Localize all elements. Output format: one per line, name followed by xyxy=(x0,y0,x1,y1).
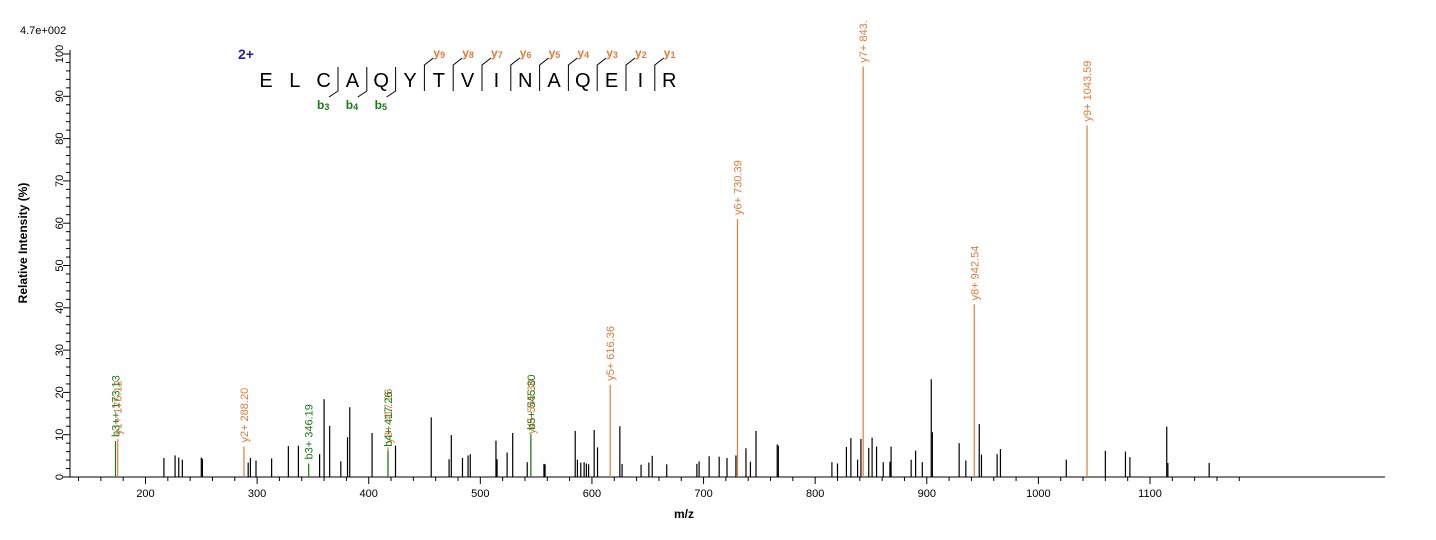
y-ion-peak-label: y3+ 417.26 xyxy=(383,389,395,444)
b-ion-peak-label: b3++ 173.13 xyxy=(111,375,123,437)
y-ion-marker: y7 xyxy=(491,46,503,60)
peak-labels: y1+ 175.12 y2+ 288.20 y3+ 417.26 y4+ 545.30… xyxy=(111,20,1095,459)
sequence-residue: I xyxy=(494,70,500,92)
y-ion-bracket xyxy=(596,57,607,91)
sequence-residue: C xyxy=(316,70,330,92)
sequence-residue: E xyxy=(259,70,272,92)
max-intensity-label: 4.7e+002 xyxy=(20,25,66,37)
y-ion-peak-label: y4+ 545.30 xyxy=(526,379,538,434)
b-ion-bracket xyxy=(328,67,339,98)
axes: 200 300 400 500 600 700 800 900 1000 1100 0 10 20 30 4… xyxy=(54,45,1385,500)
y-tick-label: 50 xyxy=(54,259,66,271)
sequence-residue: T xyxy=(433,70,445,92)
b-ion-marker: b5 xyxy=(375,98,387,112)
y-ion-peak-label: y5+ 616.36 xyxy=(605,326,617,381)
sequence-residue: I xyxy=(638,70,644,92)
x-tick-label: 1100 xyxy=(1138,488,1162,500)
sequence-residue: A xyxy=(547,70,561,92)
y-ion-bracket xyxy=(510,57,521,91)
y-ion-marker: y2 xyxy=(635,46,647,60)
y-ion-bracket xyxy=(481,57,492,91)
sequence-residue: V xyxy=(461,70,475,92)
sequence-residue: E xyxy=(605,70,618,92)
b-ion-bracket xyxy=(386,67,397,98)
y-ion-peak-label: y7+ 843. xyxy=(858,20,870,63)
y-ion-bracket xyxy=(423,57,434,91)
x-tick-label: 800 xyxy=(806,488,824,500)
sequence-residue: R xyxy=(662,70,676,92)
y-ion-marker: y4 xyxy=(577,46,589,60)
b-ion-bracket xyxy=(357,67,368,98)
y-ion-marker: y8 xyxy=(462,46,474,60)
y-tick-label: 60 xyxy=(54,217,66,229)
y-ion-peak-label: y9+ 1043.59 xyxy=(1082,61,1094,122)
y-ion-peak-label: y6+ 730.39 xyxy=(732,160,744,215)
y-tick-label: 100 xyxy=(54,45,66,63)
peaks xyxy=(114,66,1210,477)
y-ion-marker: y9 xyxy=(433,46,445,60)
y-tick-label: 40 xyxy=(54,302,66,314)
y-ion-bracket xyxy=(654,57,665,91)
y-tick-label: 90 xyxy=(54,90,66,102)
b-ion-peak-label: b4+ 417.26 xyxy=(383,391,395,446)
y-ion-peak-label: y1+ 175.12 xyxy=(113,380,125,435)
y-ion-marker: y3 xyxy=(606,46,618,60)
x-tick-label: 200 xyxy=(136,488,154,500)
b-ion-marker: b4 xyxy=(346,98,358,112)
x-tick-label: 900 xyxy=(918,488,936,500)
y-ion-marker: y6 xyxy=(520,46,532,60)
y-ion-marker: y5 xyxy=(549,46,561,60)
charge-state: 2+ xyxy=(238,46,254,62)
sequence-residue: Q xyxy=(575,70,591,92)
sequence-residue: A xyxy=(346,70,360,92)
x-tick-label: 300 xyxy=(248,488,266,500)
x-tick-label: 700 xyxy=(694,488,712,500)
y-tick-label: 0 xyxy=(54,474,66,480)
sequence-residue: Y xyxy=(403,70,416,92)
sequence-residue: N xyxy=(518,70,532,92)
sequence-residue: Q xyxy=(373,70,389,92)
b-ion-peak-label: b3+ 346.19 xyxy=(304,404,316,459)
x-axis-title: m/z xyxy=(674,507,694,521)
b-ion-peak-label: b5+ 545.30 xyxy=(526,374,538,429)
y-tick-label: 30 xyxy=(54,344,66,356)
y-ion-peak-label: y2+ 288.20 xyxy=(239,388,251,443)
x-tick-label: 500 xyxy=(471,488,489,500)
b-ion-marker: b3 xyxy=(317,98,329,112)
y-ion-bracket xyxy=(567,57,578,91)
y-tick-label: 80 xyxy=(54,132,66,144)
x-tick-label: 600 xyxy=(583,488,601,500)
y-ion-bracket xyxy=(539,57,549,91)
x-tick-label: 1000 xyxy=(1026,488,1050,500)
sequence-residue: L xyxy=(289,70,300,92)
y-tick-label: 10 xyxy=(54,429,66,441)
y-ion-marker: y1 xyxy=(664,46,676,60)
x-tick-label: 400 xyxy=(360,488,378,500)
y-ion-peak-label: y8+ 942.54 xyxy=(969,246,981,301)
y-axis-title: Relative Intensity (%) xyxy=(16,183,30,304)
y-tick-label: 20 xyxy=(54,386,66,398)
y-ion-bracket xyxy=(452,57,463,91)
y-ion-bracket xyxy=(625,57,636,91)
y-tick-label: 70 xyxy=(54,175,66,187)
